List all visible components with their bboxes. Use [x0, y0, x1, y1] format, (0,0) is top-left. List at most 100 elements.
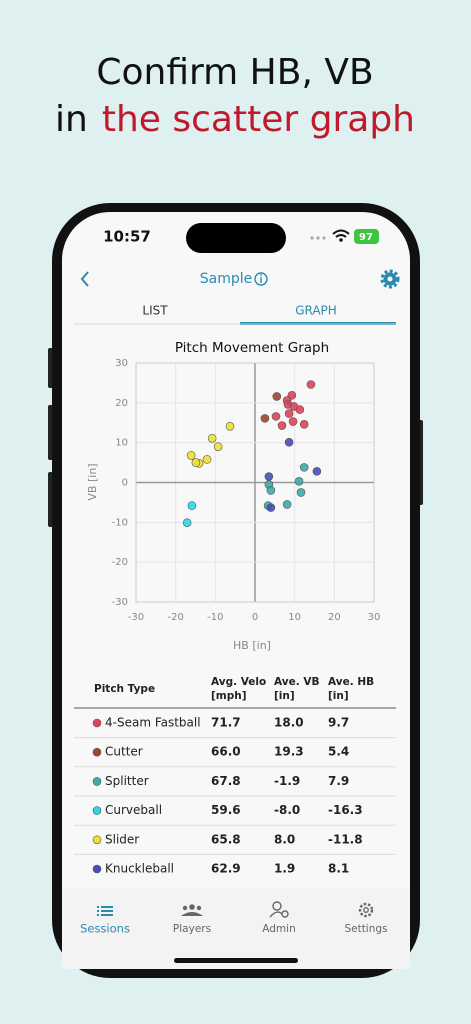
headline-prefix: in — [55, 99, 88, 140]
back-button[interactable] — [80, 271, 89, 287]
x-tick-label: -30 — [128, 612, 144, 623]
pitch-type: Knuckleball — [105, 862, 174, 876]
icon-part — [181, 912, 203, 916]
settings-gear[interactable] — [380, 269, 400, 289]
icon-part — [101, 910, 113, 912]
x-tick-label: -10 — [207, 612, 223, 623]
point — [260, 414, 270, 423]
icon-part — [272, 901, 282, 911]
point — [191, 458, 201, 467]
icon-part — [358, 902, 374, 918]
point — [288, 417, 298, 426]
headline-line2: in the scatter graph — [55, 99, 415, 140]
table-header: Ave. VB — [274, 676, 320, 688]
x-tick-label: 20 — [328, 612, 341, 623]
table-header: [mph] — [211, 690, 247, 702]
table-cell: 5.4 — [328, 745, 349, 759]
table-cell: 66.0 — [211, 745, 241, 759]
tab[interactable]: LIST — [142, 304, 168, 318]
point — [284, 437, 294, 447]
info-icon[interactable] — [254, 272, 268, 286]
point — [294, 477, 304, 486]
tab-bar-bg — [62, 888, 410, 969]
tab-icon — [97, 906, 113, 916]
legend-dot — [92, 864, 102, 874]
icon-part — [97, 906, 99, 908]
point — [282, 500, 292, 509]
y-tick-label: 30 — [115, 358, 128, 369]
icon-part — [196, 905, 202, 911]
icon-part — [269, 911, 283, 918]
legend-dot — [92, 806, 102, 815]
nav-title: Sample — [200, 271, 253, 287]
table-cell: 8.0 — [274, 832, 295, 846]
icon-part — [281, 910, 289, 918]
tab-bar-label[interactable]: Players — [173, 923, 211, 935]
tab[interactable]: GRAPH — [295, 304, 337, 318]
point — [202, 455, 212, 464]
chart-title: Pitch Movement Graph — [175, 340, 329, 356]
legend-dot — [92, 835, 102, 845]
pitch-type: Curveball — [105, 803, 162, 817]
table-cell: -8.0 — [274, 803, 300, 817]
legend-dot — [92, 777, 102, 786]
point — [312, 467, 322, 476]
side-button — [48, 405, 53, 460]
table-cell: 1.9 — [274, 862, 295, 876]
point — [187, 501, 197, 510]
table-cell: 71.7 — [211, 716, 241, 730]
x-tick-label: 10 — [288, 612, 301, 623]
dynamic-island — [186, 223, 286, 253]
table-cell: -16.3 — [328, 803, 363, 817]
tab-bar-label[interactable]: Settings — [344, 923, 387, 935]
x-tick-label: 30 — [368, 612, 381, 623]
tab-bar-label[interactable]: Sessions — [80, 922, 130, 936]
y-tick-label: -20 — [112, 557, 128, 568]
table-header: [in] — [328, 690, 349, 702]
y-tick-label: 0 — [122, 478, 128, 489]
point — [277, 421, 287, 430]
icon-part — [182, 905, 188, 911]
headline-highlight: the scatter graph — [102, 99, 415, 140]
table-cell: 67.8 — [211, 774, 241, 788]
table-cell: 7.9 — [328, 774, 349, 788]
icon-part — [101, 906, 113, 908]
table-cell: -1.9 — [274, 774, 300, 788]
table-cell: 9.7 — [328, 716, 349, 730]
legend-dot — [92, 718, 102, 728]
status-time: 10:57 — [103, 228, 151, 246]
screen — [62, 212, 410, 969]
table-cell: 62.9 — [211, 862, 241, 876]
icon-part — [101, 914, 113, 916]
y-tick-label: 20 — [115, 398, 128, 409]
point — [306, 380, 316, 389]
home-indicator — [174, 958, 298, 963]
point — [296, 488, 306, 497]
table-header: Ave. HB — [328, 676, 374, 688]
table-cell: 19.3 — [274, 745, 304, 759]
point — [299, 420, 309, 429]
x-tick-label: -20 — [167, 612, 183, 623]
table-header: [in] — [274, 690, 295, 702]
x-tick-label: 0 — [252, 612, 258, 623]
table-header: Pitch Type — [94, 683, 155, 695]
icon-part — [97, 914, 99, 916]
point — [272, 392, 282, 401]
point — [207, 433, 217, 443]
point — [284, 409, 294, 418]
icon-part — [189, 904, 195, 910]
point — [266, 486, 276, 495]
pitch-type: 4-Seam Fastball — [105, 716, 201, 730]
tab-icon — [181, 904, 203, 916]
battery-level: 97 — [359, 232, 373, 243]
y-axis-label: VB [in] — [86, 463, 99, 500]
icon-part — [97, 910, 99, 912]
tab-bar-label[interactable]: Admin — [262, 923, 295, 935]
point — [186, 451, 196, 460]
pitch-type: Splitter — [105, 774, 149, 788]
y-tick-label: -30 — [112, 597, 128, 608]
table-header: Avg. Velo — [211, 676, 266, 688]
x-axis-label: HB [in] — [233, 639, 271, 652]
point — [289, 402, 299, 411]
